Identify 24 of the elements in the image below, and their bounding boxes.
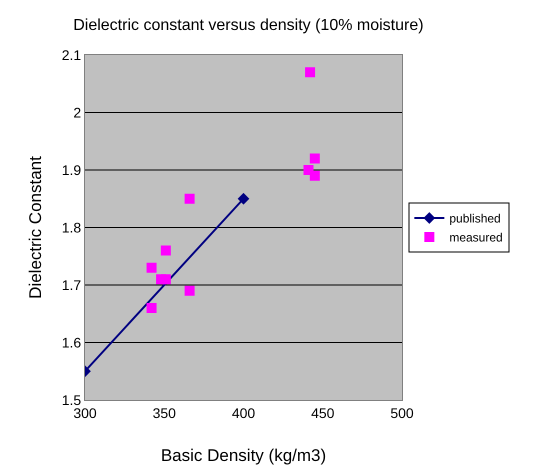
point — [146, 262, 157, 273]
x-tick-label: 450 — [311, 404, 335, 421]
point — [184, 194, 195, 204]
x-tick-label: 350 — [152, 404, 176, 421]
y-tick-label: 1.6 — [62, 334, 82, 350]
point — [184, 286, 195, 296]
y-axis-title: Dielectric Constant — [26, 156, 45, 299]
y-tick-label: 2 — [73, 104, 82, 120]
y-tick-label: 1.7 — [62, 276, 82, 293]
point — [310, 170, 320, 181]
chart-title: Dielectric constant versus density (10% moisture) — [73, 17, 424, 34]
x-tick-label: 400 — [232, 404, 256, 421]
x-axis-title: Basic Density (kg/m3) — [160, 446, 326, 465]
point — [160, 274, 171, 284]
y-tick-label: 2.1 — [62, 46, 82, 63]
legend-label: measured — [449, 230, 503, 245]
point — [146, 303, 157, 313]
point — [310, 154, 320, 164]
y-tick-label: 1.9 — [62, 162, 82, 178]
point — [160, 246, 171, 256]
y-tick-label: 1.8 — [62, 219, 82, 236]
legend-label: published — [449, 212, 501, 226]
point — [305, 67, 316, 78]
x-tick-label: 500 — [390, 404, 414, 421]
